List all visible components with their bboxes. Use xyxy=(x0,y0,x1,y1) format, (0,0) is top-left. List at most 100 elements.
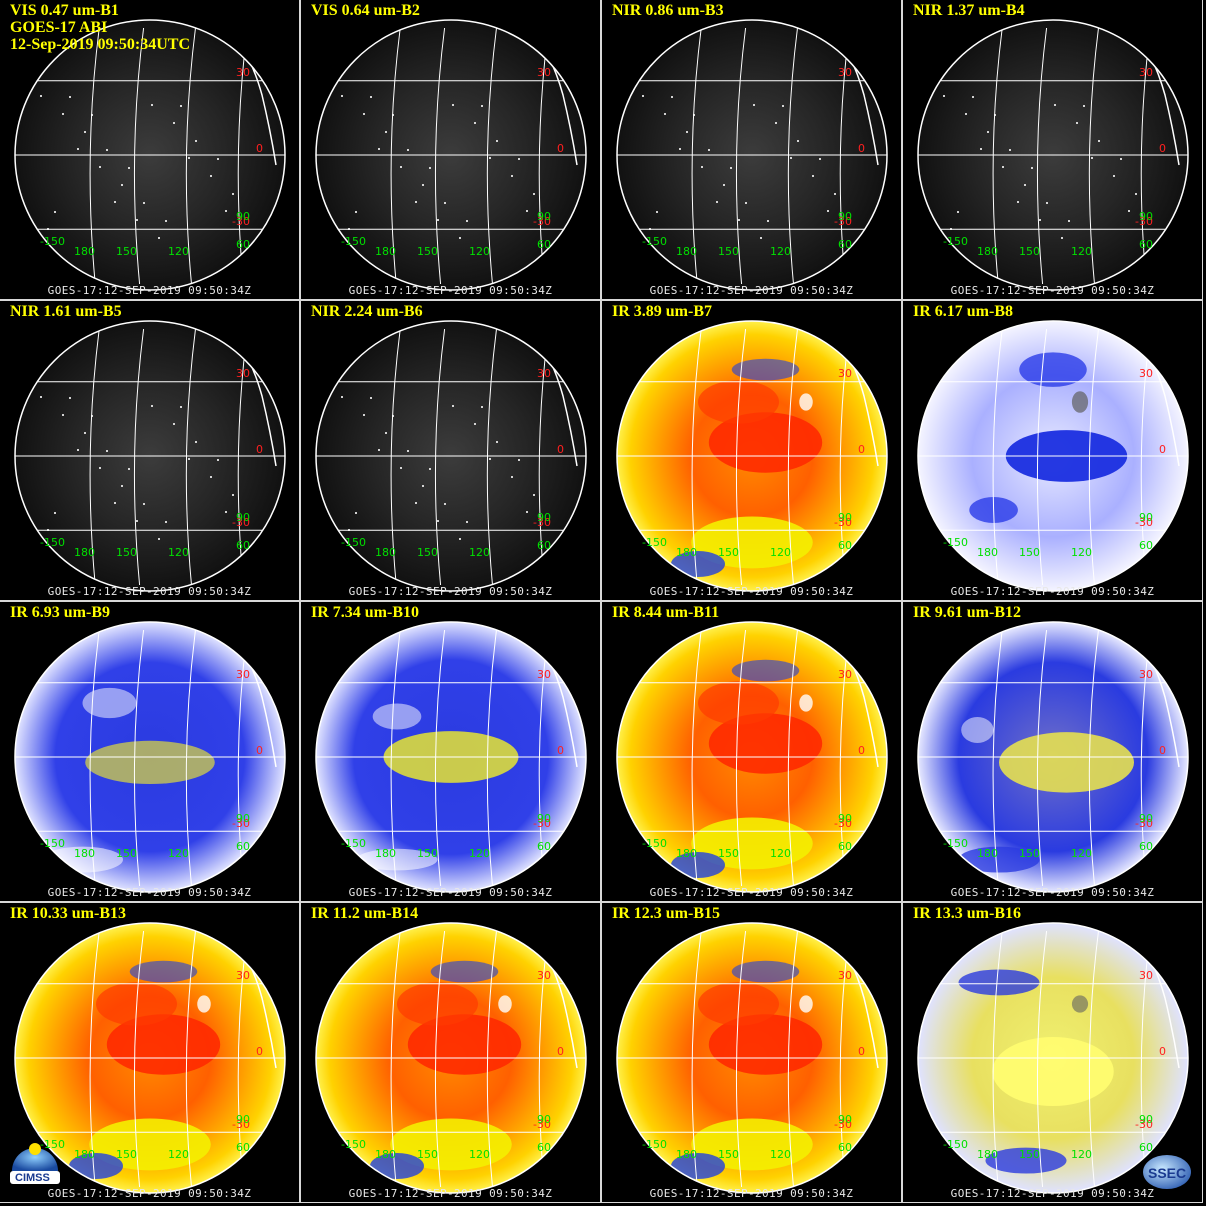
cimss-logo-text: CIMSS xyxy=(15,1172,50,1184)
band-label: VIS 0.64 um-B2 xyxy=(311,2,420,19)
band-panel: IR 12.3 um-B15 30 0 -30 -150 180 150 120 90 60 GOE… xyxy=(601,902,902,1203)
band-panel: IR 11.2 um-B14 30 0 -30 -150 180 150 120 90 60 GOE… xyxy=(300,902,601,1203)
longitude-label: 180 xyxy=(375,245,396,258)
earth-disk-image xyxy=(14,19,286,291)
band-label: IR 6.93 um-B9 xyxy=(10,604,111,621)
longitude-label: 180 xyxy=(375,847,396,860)
latitude-label: 0 xyxy=(557,142,564,155)
longitude-label: 90 xyxy=(537,812,551,825)
latitude-label: -30 xyxy=(1135,516,1153,529)
panel-timestamp: GOES-17:12-SEP-2019 09:50:34Z xyxy=(348,1187,553,1200)
longitude-label: -150 xyxy=(341,536,366,549)
panel-timestamp: GOES-17:12-SEP-2019 09:50:34Z xyxy=(649,1187,854,1200)
latitude-label: -30 xyxy=(232,1118,250,1131)
earth-disk-image xyxy=(917,621,1189,893)
longitude-label: 120 xyxy=(469,546,490,559)
panel-timestamp: GOES-17:12-SEP-2019 09:50:34Z xyxy=(950,585,1155,598)
panel-timestamp: GOES-17:12-SEP-2019 09:50:34Z xyxy=(348,585,553,598)
ssec-logo: SSEC xyxy=(1141,1153,1193,1191)
earth-disk-image xyxy=(616,621,888,893)
longitude-label: 120 xyxy=(1071,245,1092,258)
latitude-label: 30 xyxy=(236,668,250,681)
band-label: NIR 1.61 um-B5 xyxy=(10,303,122,320)
earth-disk-image xyxy=(14,922,286,1194)
latitude-label: 0 xyxy=(256,1045,263,1058)
longitude-label: 60 xyxy=(236,840,250,853)
band-panel: IR 8.44 um-B11 30 0 -30 -150 180 150 120 90 60 GOE… xyxy=(601,601,902,902)
latitude-label: 30 xyxy=(236,969,250,982)
band-label: IR 9.61 um-B12 xyxy=(913,604,1022,621)
longitude-label: 90 xyxy=(1139,511,1153,524)
earth-disk-image xyxy=(14,320,286,592)
longitude-label: -150 xyxy=(943,837,968,850)
panel-timestamp: GOES-17:12-SEP-2019 09:50:34Z xyxy=(649,284,854,297)
longitude-label: 120 xyxy=(168,245,189,258)
panel-timestamp: GOES-17:12-SEP-2019 09:50:34Z xyxy=(649,585,854,598)
earth-disk-image xyxy=(315,621,587,893)
panel-timestamp: GOES-17:12-SEP-2019 09:50:34Z xyxy=(47,284,252,297)
longitude-label: 60 xyxy=(1139,1141,1153,1154)
longitude-label: -150 xyxy=(40,1138,65,1151)
panel-timestamp: GOES-17:12-SEP-2019 09:50:34Z xyxy=(47,1187,252,1200)
longitude-label: 150 xyxy=(1019,1148,1040,1161)
latitude-label: 30 xyxy=(838,969,852,982)
band-panel: NIR 1.61 um-B5 30 0 -30 -150 180 150 120 90 60 GOE… xyxy=(0,300,300,601)
longitude-label: 180 xyxy=(74,1148,95,1161)
longitude-label: -150 xyxy=(341,235,366,248)
longitude-label: 90 xyxy=(1139,812,1153,825)
longitude-label: 90 xyxy=(838,1113,852,1126)
latitude-label: 0 xyxy=(256,443,263,456)
longitude-label: 120 xyxy=(1071,546,1092,559)
latitude-label: 0 xyxy=(858,443,865,456)
longitude-label: 60 xyxy=(537,840,551,853)
longitude-label: 120 xyxy=(1071,847,1092,860)
latitude-label: 30 xyxy=(1139,668,1153,681)
longitude-label: 60 xyxy=(1139,238,1153,251)
longitude-label: 150 xyxy=(116,1148,137,1161)
latitude-label: -30 xyxy=(533,817,551,830)
longitude-label: 150 xyxy=(718,546,739,559)
earth-disk-image xyxy=(14,621,286,893)
band-label: IR 10.33 um-B13 xyxy=(10,905,127,922)
longitude-label: -150 xyxy=(40,837,65,850)
band-panel: NIR 0.86 um-B3 30 0 -30 -150 180 150 120 90 60 GOE… xyxy=(601,0,902,300)
earth-disk-image xyxy=(917,19,1189,291)
longitude-label: 120 xyxy=(770,1148,791,1161)
band-label: NIR 1.37 um-B4 xyxy=(913,2,1025,19)
longitude-label: 90 xyxy=(537,210,551,223)
latitude-label: -30 xyxy=(834,215,852,228)
band-panel: IR 3.89 um-B7 30 0 -30 -150 180 150 120 90 60 GOES… xyxy=(601,300,902,601)
latitude-label: 30 xyxy=(838,367,852,380)
latitude-label: 30 xyxy=(537,969,551,982)
longitude-label: 90 xyxy=(236,511,250,524)
panel-timestamp: GOES-17:12-SEP-2019 09:50:34Z xyxy=(649,886,854,899)
longitude-label: 150 xyxy=(116,546,137,559)
latitude-label: 30 xyxy=(537,66,551,79)
longitude-label: -150 xyxy=(943,235,968,248)
longitude-label: -150 xyxy=(943,536,968,549)
longitude-label: 150 xyxy=(1019,847,1040,860)
longitude-label: 60 xyxy=(236,1141,250,1154)
longitude-label: 120 xyxy=(770,847,791,860)
longitude-label: 180 xyxy=(977,245,998,258)
latitude-label: 0 xyxy=(858,744,865,757)
longitude-label: 60 xyxy=(838,1141,852,1154)
panel-timestamp: GOES-17:12-SEP-2019 09:50:34Z xyxy=(348,284,553,297)
longitude-label: 150 xyxy=(417,546,438,559)
latitude-label: 0 xyxy=(1159,142,1166,155)
longitude-label: -150 xyxy=(341,837,366,850)
latitude-label: 0 xyxy=(256,744,263,757)
observation-time-label: 12-Sep-2019 09:50:34UTC xyxy=(10,36,190,53)
longitude-label: 120 xyxy=(770,546,791,559)
band-label: IR 3.89 um-B7 xyxy=(612,303,713,320)
earth-disk-image xyxy=(616,320,888,592)
latitude-label: -30 xyxy=(533,516,551,529)
longitude-label: 60 xyxy=(537,539,551,552)
longitude-label: 150 xyxy=(1019,546,1040,559)
longitude-label: -150 xyxy=(40,235,65,248)
longitude-label: 120 xyxy=(168,546,189,559)
longitude-label: 150 xyxy=(116,245,137,258)
longitude-label: 180 xyxy=(977,847,998,860)
latitude-label: 0 xyxy=(557,744,564,757)
